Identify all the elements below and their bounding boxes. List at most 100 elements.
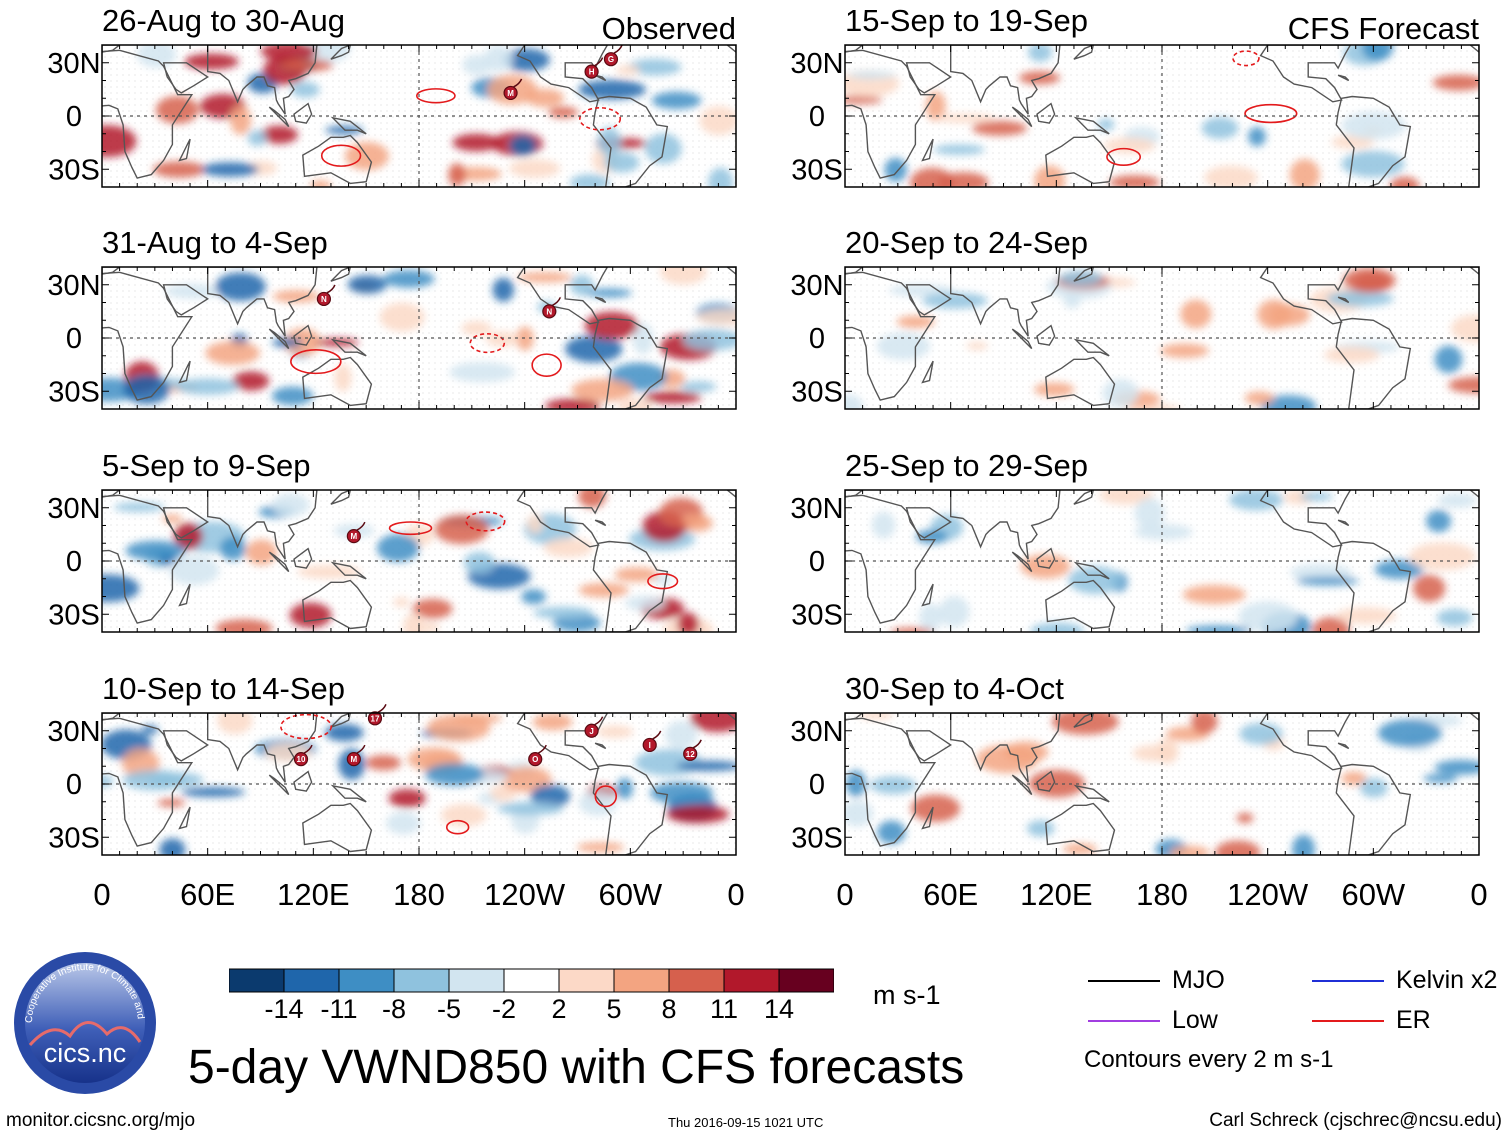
- anomaly-blob: [1244, 391, 1275, 405]
- main-title: 5-day VWND850 with CFS forecasts: [188, 1041, 965, 1094]
- er-contour: [465, 511, 506, 532]
- storm-label: M: [351, 755, 358, 764]
- coastline: [293, 770, 313, 792]
- lat-label: 30N: [47, 48, 100, 80]
- lat-label: 30S: [48, 154, 100, 186]
- anomaly-blob: [617, 398, 653, 409]
- coastline: [207, 490, 318, 560]
- storm-tail: [303, 744, 313, 754]
- anomaly-blob: [1099, 490, 1153, 505]
- coastline: [950, 45, 1061, 115]
- storm-label: 10: [297, 755, 306, 764]
- coastline: [516, 490, 609, 548]
- coastline: [1259, 45, 1352, 103]
- coastline: [162, 730, 209, 762]
- anomaly-blob: [201, 162, 259, 177]
- lon-label: 0: [727, 877, 744, 912]
- lon-label: 120W: [484, 877, 566, 912]
- anomaly-blob: [412, 598, 453, 619]
- colorbar-swatch: [228, 968, 285, 993]
- wind-anomaly-field: [845, 45, 1479, 187]
- panel-7: 30N 0 30S 25-Sep to 29-Sep: [790, 448, 1480, 633]
- anomaly-blob: [271, 493, 310, 517]
- storm-label: 12: [686, 750, 695, 759]
- coastline: [592, 540, 669, 632]
- lat-label: 30S: [791, 822, 843, 854]
- coastlines: [102, 490, 736, 632]
- anomaly-blob: [497, 801, 564, 816]
- anomaly-blob: [1341, 111, 1407, 140]
- legend-low-line: [1088, 1019, 1160, 1022]
- coastline: [594, 519, 607, 527]
- panel-2: N N 30N 0 30S 31-Aug to 4-Sep: [47, 225, 737, 410]
- anomaly-blob: [659, 267, 707, 285]
- anomaly-blob: [272, 290, 320, 303]
- anomaly-blob: [858, 713, 894, 720]
- coastline: [268, 106, 290, 128]
- anomaly-blob: [1436, 609, 1473, 627]
- coastlines: [102, 45, 736, 187]
- anomaly-blob: [1450, 314, 1479, 343]
- coastline: [207, 45, 318, 115]
- anomaly-blob: [1299, 492, 1334, 501]
- anomaly-blob: [544, 398, 601, 409]
- anomaly-blob: [1109, 175, 1160, 187]
- storm-marker: M: [503, 78, 523, 101]
- storm-symbol: [293, 752, 309, 767]
- lat-label: 30N: [790, 716, 843, 748]
- anomaly-blob: [1169, 845, 1210, 855]
- anomaly-blob: [578, 490, 607, 508]
- lat-label: 0: [66, 546, 82, 578]
- anomaly-blob: [219, 536, 246, 561]
- coastline: [330, 713, 352, 728]
- anomaly-blob: [690, 713, 736, 733]
- anomaly-blob: [1238, 601, 1298, 632]
- storm-marker: M: [346, 521, 366, 544]
- storm-tail: [356, 521, 366, 531]
- legend-er-label: ER: [1396, 1006, 1431, 1034]
- coastline: [102, 271, 194, 401]
- coastline: [330, 784, 367, 803]
- lon-label: 60E: [180, 877, 235, 912]
- anomaly-blob: [508, 159, 561, 178]
- axis-ticks: [101, 489, 737, 633]
- coastline: [268, 774, 290, 796]
- er-contour: [388, 521, 433, 536]
- anomaly-blob: [290, 81, 320, 98]
- anomaly-blob: [176, 378, 239, 395]
- anomaly-blob: [1062, 843, 1098, 855]
- anomaly-blob: [181, 787, 246, 798]
- colorbar-label: 5: [606, 994, 622, 1024]
- anomaly-blob: [530, 784, 571, 808]
- anomaly-blob: [877, 820, 906, 845]
- coastline: [293, 102, 313, 124]
- storm-tail: [594, 57, 604, 67]
- anomaly-blob: [1102, 378, 1139, 408]
- map-panels: M H G 30N 0 30S 26-Aug to 30-Aug Observed N N 30N 0…: [47, 3, 1487, 912]
- storm-tail: [513, 78, 523, 88]
- storm-marker: G: [603, 44, 623, 67]
- storm-label: N: [546, 307, 552, 316]
- anomaly-blob: [217, 713, 253, 735]
- coastline: [302, 134, 373, 185]
- anomaly-blob: [1412, 574, 1446, 603]
- anomaly-blob: [597, 126, 621, 157]
- anomaly-blob: [424, 762, 484, 786]
- coastline: [845, 271, 937, 401]
- anomaly-blob: [376, 533, 420, 563]
- anomaly-blob: [492, 277, 515, 302]
- anomaly-blob: [422, 622, 440, 632]
- anomaly-blob: [1097, 118, 1115, 131]
- colorbar-swatch: [393, 968, 450, 993]
- coastline: [330, 116, 367, 135]
- coastline: [178, 360, 191, 384]
- anomaly-blob: [123, 375, 170, 405]
- coastline: [594, 742, 607, 750]
- anomaly-blob: [102, 775, 114, 787]
- anomaly-blob: [1423, 773, 1458, 783]
- legend-low-label: Low: [1172, 1006, 1218, 1034]
- panel-1: M H G 30N 0 30S 26-Aug to 30-Aug Observed: [47, 3, 737, 188]
- colorbar-swatch: [283, 968, 340, 993]
- anomaly-blob: [677, 612, 699, 632]
- coastline: [102, 490, 121, 498]
